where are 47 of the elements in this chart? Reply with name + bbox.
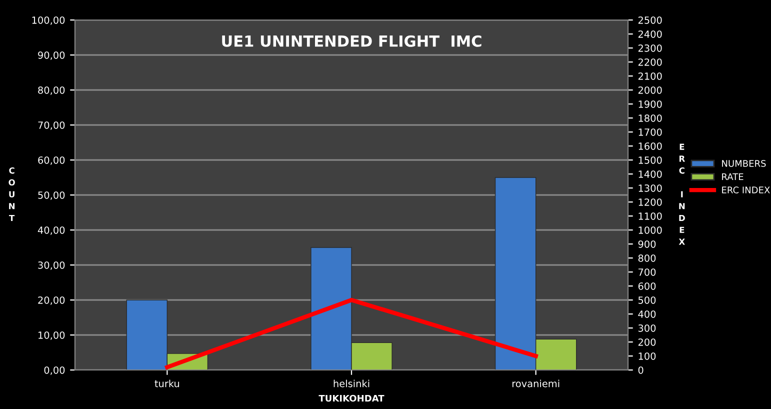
- y-tick-label: 50,00: [38, 191, 65, 200]
- y2-tick-label: 1000: [638, 226, 662, 234]
- x-axis-title: TUKIKOHDAT: [318, 394, 384, 402]
- y-tick-label: 70,00: [38, 121, 65, 130]
- y2-tick-label: 200: [638, 338, 656, 346]
- y2-tick-label: 1700: [638, 128, 662, 136]
- y2-tick-label: 1500: [638, 156, 662, 164]
- y2-tick-label: 2200: [638, 58, 662, 66]
- y2-tick-label: 2300: [638, 44, 662, 52]
- y-tick-label: 100,00: [32, 16, 65, 25]
- y2-tick-label: 400: [638, 310, 656, 318]
- x-tick-label: helsinki: [334, 380, 370, 388]
- y-axis-title: COUNT: [8, 167, 15, 222]
- y2-tick-label: 900: [638, 240, 656, 248]
- x-tick-label: rovaniemi: [512, 380, 560, 388]
- text: UE1 UNINTENDED FLIGHT IMC: [222, 35, 482, 47]
- y2-tick-label: 2000: [638, 86, 662, 94]
- y2-tick-label: 1600: [638, 142, 662, 150]
- y2-tick-label: 1300: [638, 184, 662, 192]
- y2-tick-label: 2400: [638, 30, 662, 38]
- y-tick-label: 10,00: [38, 331, 65, 340]
- legend-label: RATE: [722, 173, 744, 180]
- y-tick-label: 20,00: [38, 296, 65, 305]
- y2-tick-label: 1200: [638, 198, 662, 206]
- y2-tick-label: 2100: [638, 72, 662, 80]
- y2-tick-label: 1900: [638, 100, 662, 108]
- y2-tick-label: 700: [638, 268, 656, 276]
- legend-label: NUMBERS: [722, 160, 766, 167]
- y2-tick-label: 500: [638, 296, 656, 304]
- y2-tick-label: 300: [638, 324, 656, 332]
- y-tick-label: 90,00: [38, 51, 65, 60]
- y2-tick-label: 2500: [638, 16, 662, 24]
- y-tick-label: 80,00: [38, 86, 65, 95]
- y-tick-label: 30,00: [38, 261, 65, 270]
- y-tick-label: 0,00: [44, 366, 65, 375]
- y-tick-label: 40,00: [38, 226, 65, 235]
- y2-tick-label: 1100: [638, 212, 662, 220]
- y2-tick-label: 1800: [638, 114, 662, 122]
- y2-tick-label: 800: [638, 254, 656, 262]
- y2-tick-label: 1400: [638, 170, 662, 178]
- x-tick-label: turku: [154, 380, 180, 388]
- legend-label: ERC INDEX: [722, 186, 770, 194]
- y2-tick-label: 100: [638, 352, 656, 360]
- text: ERC INDEX: [678, 144, 685, 245]
- y-tick-label: 60,00: [38, 156, 65, 165]
- y2-tick-label: 600: [638, 282, 656, 290]
- y2-tick-label: 0: [638, 366, 644, 374]
